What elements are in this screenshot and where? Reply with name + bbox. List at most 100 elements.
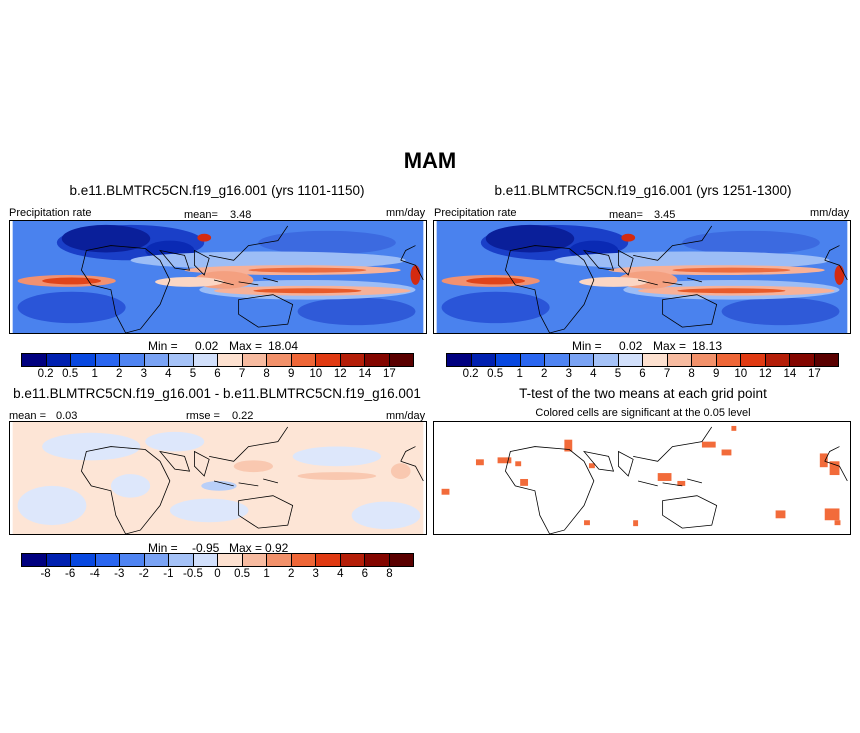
cb2-swatch	[569, 354, 594, 366]
map1-light-band-north	[130, 251, 406, 270]
cb2-swatch	[741, 354, 766, 366]
cb3-swatch	[22, 554, 47, 566]
colorbar-tick-label: -1	[163, 568, 174, 580]
map3-coastline-africa	[81, 446, 171, 534]
colorbar-tick-label: -8	[40, 568, 51, 580]
sig-cell	[657, 473, 672, 481]
colorbar-tick-label: 0.5	[487, 368, 504, 380]
colorbar-tick-label: 12	[758, 368, 772, 380]
colorbar-tick-label: 5	[189, 368, 197, 380]
panel2-max-label: Max =	[653, 339, 687, 353]
map3-coastline-australia	[238, 495, 294, 529]
cb2-swatch	[667, 354, 692, 366]
colorbar-tick-label: 4	[165, 368, 172, 380]
colorbar-tick-label: 1	[91, 368, 98, 380]
colorbar-tick-label: -6	[65, 568, 76, 580]
panel1-mean-label: mean=	[184, 209, 218, 221]
sig-cell	[775, 510, 786, 519]
panel3-max-label: Max =	[229, 541, 263, 555]
colorbar-tick-label: 1	[516, 368, 523, 380]
panel2-precip-map	[433, 220, 851, 334]
map2-itcz-pacific-core	[672, 267, 791, 273]
map2-coastline-indonesia	[637, 277, 703, 286]
map3-pos-east-pacific	[390, 463, 411, 479]
cb2-swatch	[643, 354, 668, 366]
colorbar-tick-label: 0.5	[62, 368, 79, 380]
colorbar-tick-label: 10	[309, 368, 323, 380]
map4-coastline-australia	[662, 495, 718, 529]
cb2-swatch	[692, 354, 717, 366]
cb1-swatch	[193, 354, 218, 366]
panel2-min-label: Min =	[572, 339, 602, 353]
colorbar-tick-label: 3	[312, 568, 319, 580]
map2-dry-south-atlantic	[441, 291, 550, 324]
map3-coastline-south-america	[400, 446, 424, 482]
map3-neg-south-atlantic	[17, 485, 87, 526]
colorbar-tick-label: 0.2	[37, 368, 54, 380]
cb3-swatch	[144, 554, 169, 566]
map4-coastline-arabia	[583, 450, 615, 472]
map3-pos-maritime	[233, 460, 274, 473]
colorbar-tick-label: 9	[712, 368, 720, 380]
panel1-precip-map	[9, 220, 427, 334]
panel2-title: b.e11.BLMTRC5CN.f19_g16.001 (yrs 1251-13…	[494, 183, 792, 198]
colorbar-tick-label: 6	[361, 568, 369, 580]
sig-cell	[677, 480, 686, 486]
panel2-mean-value: 3.45	[654, 209, 676, 221]
cb2-swatch	[790, 354, 815, 366]
cb3-swatch	[365, 554, 390, 566]
map2-coastline-africa	[505, 245, 595, 333]
map1-dry-south-atlantic	[17, 291, 126, 324]
panel3-rmse-label: rmse =	[186, 410, 220, 422]
map1-dry-east-pacific-south	[297, 297, 416, 326]
cb1-swatch	[95, 354, 120, 366]
sig-cell	[515, 461, 522, 467]
cb1-swatch	[291, 354, 316, 366]
figure-title: MAM	[403, 148, 457, 173]
map3-neg-arabia	[145, 431, 205, 452]
map2-dry-sahara	[485, 224, 575, 253]
cb1-swatch	[242, 354, 267, 366]
map2-andes-peak	[834, 265, 845, 285]
map1-spcz-core	[253, 288, 362, 294]
cb1-swatch	[120, 354, 145, 366]
map1-indian-ocean-band	[155, 277, 224, 287]
map2-coastline-south-america	[824, 245, 848, 281]
map1-coastline-africa	[81, 245, 171, 333]
cb2-swatch	[765, 354, 790, 366]
panel3-max-value: 0.92	[265, 541, 289, 555]
colorbar-tick-label: 1	[263, 568, 270, 580]
panel3-colorbar-ticks: -8 -6 -4 -3 -2 -1 -0.5 0 0.5 1 2 3 4 6 8	[21, 567, 414, 583]
map2-coastline-india	[618, 249, 634, 276]
map1-andes-peak	[410, 265, 421, 285]
cb1-swatch	[365, 354, 390, 366]
cb1-swatch	[22, 354, 47, 366]
map1-coastline-arabia	[159, 249, 191, 271]
map4-coastline-asia	[633, 426, 713, 462]
cb3-swatch	[218, 554, 243, 566]
map1-dry-sahara	[61, 224, 151, 253]
map3-neg-south-indian	[169, 498, 249, 523]
map1-coastline-indonesia	[213, 277, 279, 286]
map3-neg-southeast-pacific	[351, 501, 421, 530]
cb3-swatch	[95, 554, 120, 566]
panel3-mean-label: mean =	[9, 410, 46, 422]
sig-cell	[633, 520, 639, 527]
panel1-min-label: Min =	[148, 339, 178, 353]
sig-cell	[475, 459, 484, 466]
colorbar-tick-label: 8	[263, 368, 270, 380]
colorbar-tick-label: 7	[663, 368, 671, 380]
colorbar-tick-label: -0.5	[183, 568, 203, 580]
map3-coastline-asia	[209, 426, 289, 462]
cb2-swatch	[496, 354, 521, 366]
sig-cell	[564, 439, 573, 452]
panel3-title: b.e11.BLMTRC5CN.f19_g16.001 - b.e11.BLMT…	[13, 386, 421, 401]
sig-cell	[701, 441, 716, 448]
cb3-swatch	[389, 554, 413, 566]
map1-coastline-asia	[209, 225, 289, 261]
map1-coastline-australia	[238, 294, 294, 328]
map4-coastline-india	[618, 450, 634, 477]
panel2-min-value: 0.02	[619, 339, 643, 353]
colorbar-tick-label: 10	[734, 368, 748, 380]
map2-itcz-atlantic-core	[466, 277, 526, 285]
